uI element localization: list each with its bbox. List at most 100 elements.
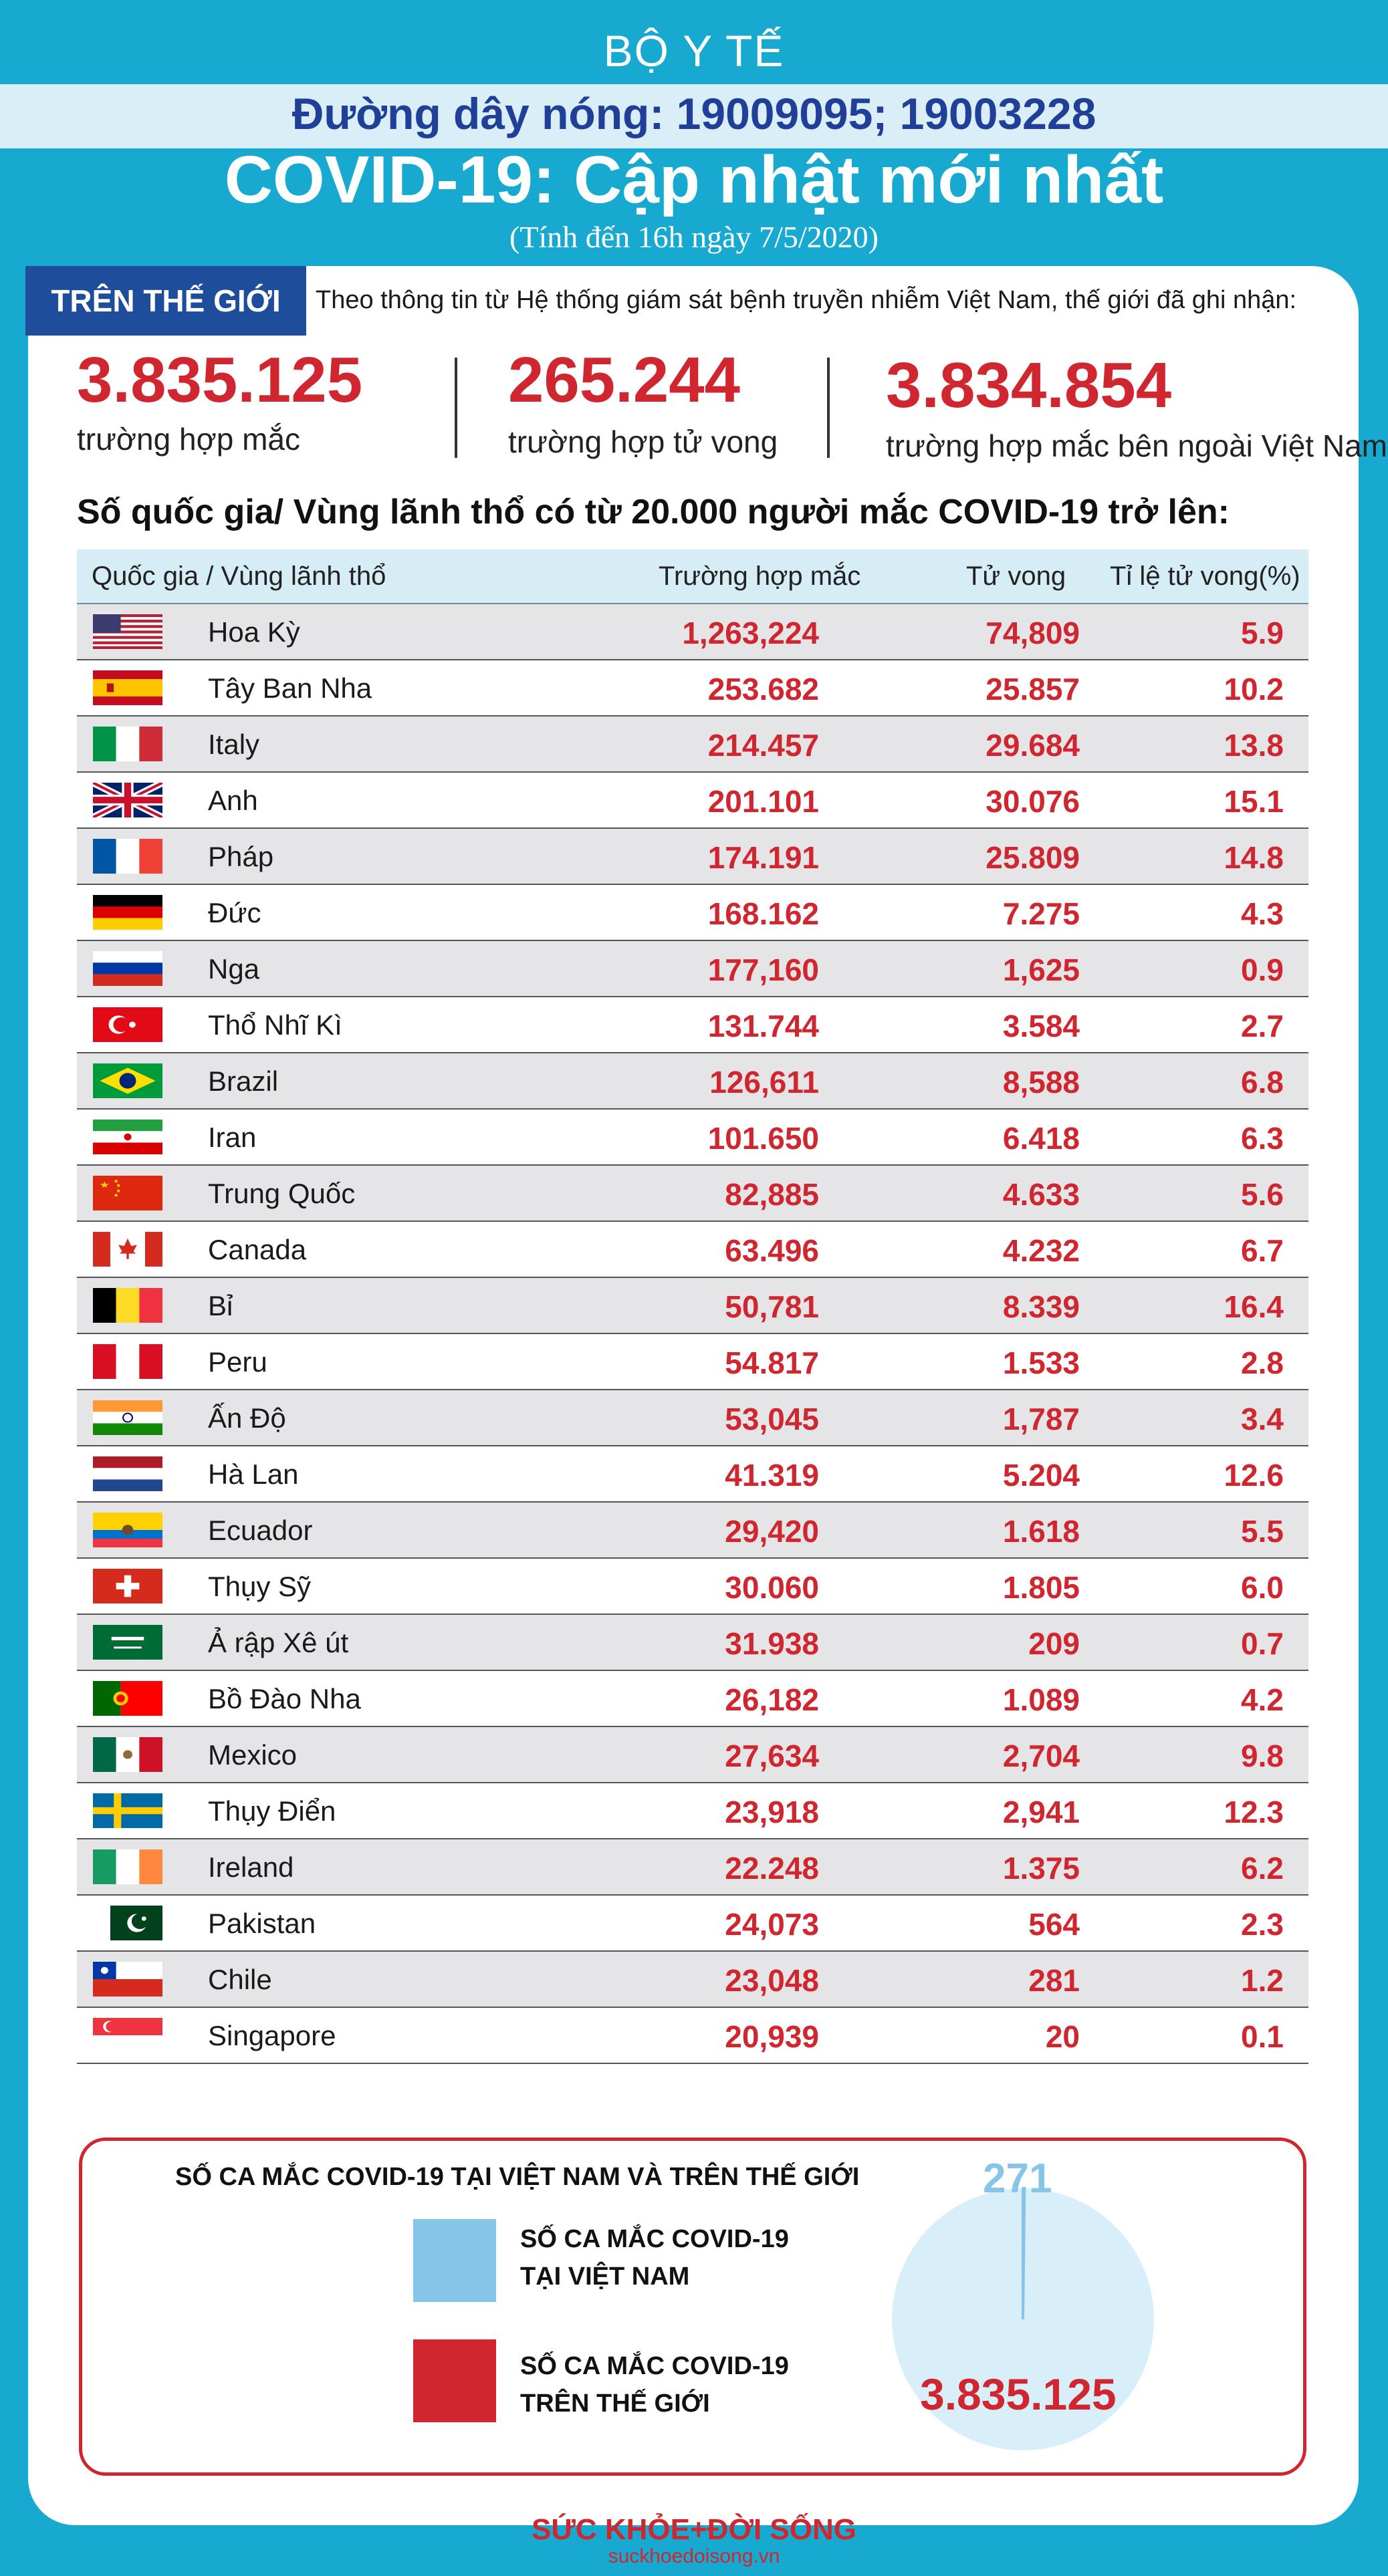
legend-label-vietnam: SỐ CA MẮC COVID-19 TẠI VIỆT NAM (520, 2220, 789, 2295)
stat-deaths-value: 265.244 (508, 344, 741, 416)
pie-chart-title: SỐ CA MẮC COVID-19 TẠI VIỆT NAM VÀ TRÊN … (175, 2163, 860, 2191)
country-name: Brazil (208, 1065, 279, 1097)
stat-divider (827, 358, 830, 458)
flag-fr-icon (93, 839, 162, 874)
deaths-value: 6.418 (1002, 1121, 1080, 1156)
legend-swatch-world (413, 2339, 496, 2422)
cases-value: 126,611 (709, 1065, 819, 1100)
country-name: Ecuador (208, 1515, 313, 1546)
deaths-value: 29.684 (986, 728, 1080, 763)
table-heading: Số quốc gia/ Vùng lãnh thổ có từ 20.000 … (77, 493, 1230, 531)
table-row: Bỉ 50,781 8.339 16.4 (77, 1278, 1308, 1334)
flag-se-icon (93, 1793, 162, 1828)
legend-swatch-vietnam (413, 2219, 496, 2302)
footer-url[interactable]: suckhoedoisong.vn (608, 2545, 780, 2567)
deaths-value: 4.232 (1002, 1233, 1080, 1268)
deaths-value: 1.533 (1002, 1345, 1080, 1380)
cases-value: 20,939 (725, 2019, 819, 2054)
death-rate-value: 15.1 (1224, 784, 1284, 819)
table-row: Pakistan 24,073 564 2.3 (77, 1896, 1308, 1952)
organization-name: BỘ Y TẾ (603, 26, 785, 76)
death-rate-value: 6.3 (1241, 1121, 1284, 1156)
flag-pk-icon (93, 1906, 162, 1940)
deaths-value: 1,787 (1002, 1402, 1080, 1436)
death-rate-value: 13.8 (1224, 728, 1284, 763)
deaths-value: 4.633 (1002, 1177, 1080, 1212)
deaths-value: 2,941 (1002, 1795, 1080, 1829)
country-name: Singapore (208, 2020, 336, 2051)
table-row: Đức 168.162 7.275 4.3 (77, 885, 1308, 941)
flag-uk-icon (93, 783, 162, 817)
death-rate-value: 6.7 (1241, 1233, 1284, 1268)
country-name: Ấn Độ (208, 1402, 286, 1434)
flag-de-icon (93, 895, 162, 930)
cases-value: 174.191 (707, 840, 819, 875)
country-name: Pakistan (208, 1908, 316, 1939)
cases-value: 22.248 (725, 1851, 819, 1886)
country-name: Đức (208, 897, 261, 928)
column-header-country: Quốc gia / Vùng lãnh thổ (92, 561, 386, 591)
flag-ie-icon (93, 1849, 162, 1884)
deaths-value: 1,625 (1002, 952, 1080, 987)
country-name: Pháp (208, 841, 274, 872)
table-row: Anh 201.101 30.076 15.1 (77, 773, 1308, 829)
table-row: Hoa Kỳ 1,263,224 74,809 5.9 (77, 604, 1308, 660)
flag-ca-icon (93, 1232, 162, 1267)
deaths-value: 1.805 (1002, 1570, 1080, 1605)
country-name: Nga (208, 953, 260, 985)
flag-it-icon (93, 727, 162, 761)
flag-tr-icon (93, 1007, 162, 1042)
pie-label-world: 3.835.125 (920, 2369, 1117, 2419)
stat-divider (455, 358, 457, 458)
legend-line: SỐ CA MẮC COVID-19 (520, 2225, 789, 2253)
cases-value: 30.060 (725, 1570, 819, 1605)
cases-value: 53,045 (725, 1402, 819, 1436)
deaths-value: 8.339 (1002, 1289, 1080, 1324)
country-name: Thổ Nhĩ Kì (208, 1009, 342, 1041)
deaths-value: 1.089 (1002, 1682, 1080, 1717)
country-name: Ả rập Xê út (208, 1627, 349, 1658)
table-body: Hoa Kỳ 1,263,224 74,809 5.9 Tây Ban Nha 253.6… (77, 604, 1308, 2064)
table-row: Chile 23,048 281 1.2 (77, 1952, 1308, 2008)
death-rate-value: 4.3 (1241, 896, 1284, 931)
flag-in-icon (93, 1400, 162, 1435)
cases-value: 201.101 (707, 784, 819, 819)
flag-br-icon (93, 1063, 162, 1098)
country-name: Ireland (208, 1851, 294, 1883)
deaths-value: 1.375 (1002, 1851, 1080, 1886)
deaths-value: 209 (1028, 1626, 1080, 1661)
table-row: Nga 177,160 1,625 0.9 (77, 941, 1308, 997)
hotline-text: Đường dây nóng: 19009095; 19003228 (292, 89, 1096, 138)
death-rate-value: 2.8 (1241, 1345, 1284, 1380)
stat-outside-vn-label: trường hợp mắc bên ngoài Việt Nam (886, 428, 1387, 463)
cases-value: 82,885 (725, 1177, 819, 1212)
flag-be-icon (93, 1288, 162, 1323)
country-name: Anh (208, 785, 258, 816)
table-row: Bồ Đào Nha 26,182 1.089 4.2 (77, 1671, 1308, 1727)
legend-label-world: SỐ CA MẮC COVID-19 TRÊN THẾ GIỚI (520, 2347, 789, 2422)
stat-deaths-label: trường hợp tử vong (508, 424, 778, 459)
flag-ru-icon (93, 951, 162, 986)
table-header: Quốc gia / Vùng lãnh thổ Trường hợp mắc … (77, 549, 1308, 604)
cases-value: 168.162 (707, 896, 819, 931)
country-name: Chile (208, 1964, 272, 1995)
flag-us-icon (93, 614, 162, 649)
table-row: Hà Lan 41.319 5.204 12.6 (77, 1446, 1308, 1503)
deaths-value: 3.584 (1002, 1009, 1080, 1043)
table-row: Thụy Điển 23,918 2,941 12.3 (77, 1783, 1308, 1839)
deaths-value: 8,588 (1002, 1065, 1080, 1100)
world-intro: Theo thông tin từ Hệ thống giám sát bệnh… (316, 286, 1297, 314)
country-name: Tây Ban Nha (208, 672, 372, 704)
table-row: Ecuador 29,420 1.618 5.5 (77, 1503, 1308, 1559)
country-name: Canada (208, 1234, 307, 1265)
column-header-rate: Tỉ lệ tử vong(%) (1110, 561, 1300, 591)
deaths-value: 7.275 (1002, 896, 1080, 931)
deaths-value: 5.204 (1002, 1458, 1080, 1493)
table-row: Canada 63.496 4.232 6.7 (77, 1222, 1308, 1278)
death-rate-value: 0.7 (1241, 1626, 1284, 1661)
flag-sg-icon (93, 2018, 162, 2053)
table-row: Brazil 126,611 8,588 6.8 (77, 1053, 1308, 1110)
stat-total-cases-label: trường hợp mắc (77, 422, 301, 457)
legend-line: SỐ CA MẮC COVID-19 (520, 2352, 789, 2380)
